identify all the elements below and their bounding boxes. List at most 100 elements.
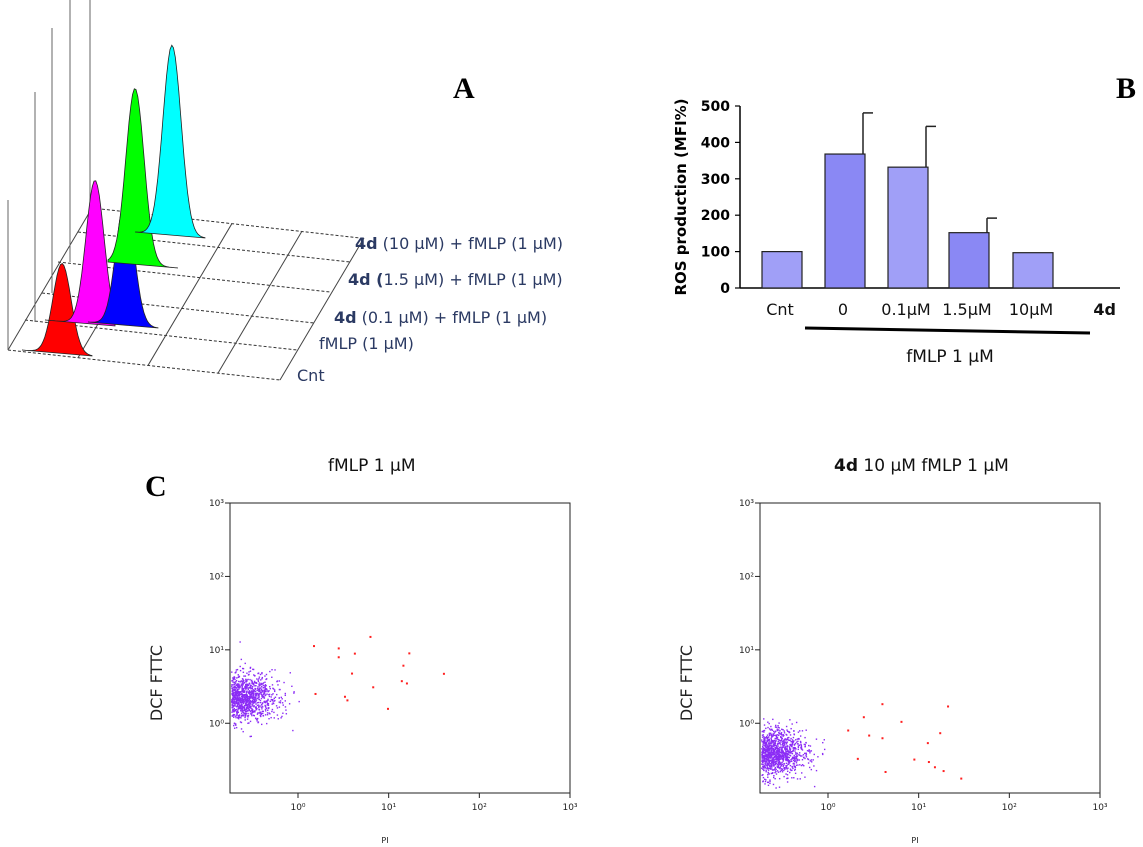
data-point [813,753,815,756]
data-point [780,765,782,767]
data-point [769,741,771,743]
data-point [276,680,278,683]
data-point [779,767,781,770]
data-point [777,758,780,761]
data-point [260,712,263,715]
data-point [262,696,265,698]
data-point [240,699,243,702]
data-point [238,704,240,707]
data-point [269,700,272,703]
data-point [260,682,262,685]
data-point [810,750,813,752]
data-point [258,689,261,692]
data-point [245,678,247,681]
data-point [761,745,764,748]
data-point [782,757,785,759]
data-point [264,681,266,683]
data-point [793,754,795,757]
data-point [249,703,251,705]
data-point [233,705,235,707]
data-point [787,737,789,739]
outlier-point [856,757,859,760]
compound-label: 4d [1093,300,1116,319]
data-point [240,712,243,714]
data-point [771,755,773,757]
data-point [771,769,774,771]
data-point [780,755,783,758]
data-point [769,753,772,755]
data-point [795,756,798,758]
data-point [269,713,271,715]
data-point [291,685,293,688]
data-point [774,743,776,745]
data-point [809,760,812,762]
data-point [233,713,236,716]
data-point [783,753,785,755]
data-point [773,761,775,763]
data-point [233,689,236,691]
data-point [798,737,800,740]
data-point [786,781,789,783]
data-point [253,675,256,677]
data-point [777,726,779,729]
data-point [243,693,246,696]
data-point [774,724,777,727]
data-point [239,641,241,643]
data-point [795,748,797,750]
data-point [778,764,780,766]
y-axis-label: DCF FTTC [147,645,166,721]
data-point [769,768,772,770]
data-point [251,701,253,703]
data-point [771,728,773,731]
data-point [795,721,798,724]
data-point [238,688,240,690]
data-point [240,721,243,724]
data-point [770,765,773,767]
data-point [244,675,247,677]
data-point [231,706,234,708]
data-point [251,709,254,711]
data-point [264,675,266,677]
data-point [790,759,792,761]
data-point [231,704,233,707]
data-point [765,779,767,781]
data-point [253,698,256,701]
data-point [257,704,260,706]
data-point [234,709,237,711]
data-point [243,712,245,714]
data-point [764,746,766,748]
data-point [781,750,784,752]
data-point [769,757,772,759]
data-point [761,757,763,759]
data-point [779,770,782,773]
data-point [242,689,245,691]
data-point [778,758,781,761]
x-tick-label: 10² [1002,803,1017,813]
scatter-plot-fmlp: 10⁰ 10⁰ 10¹ 10¹ 10² 10² 10³ 10³ PI DCF FTTC [147,499,578,845]
data-point [787,756,789,759]
data-point [765,741,767,744]
histogram-1 [44,180,116,327]
data-point [274,699,276,702]
data-point [779,766,782,768]
data-point [794,755,796,758]
data-point [761,759,764,762]
data-point [769,729,772,731]
data-point [235,671,237,673]
data-point [800,748,803,750]
data-point [800,743,802,746]
data-point [774,726,777,728]
legend-label-bold: 4d [355,234,378,253]
data-point [255,700,257,702]
data-point [234,672,237,674]
data-point [232,678,235,680]
data-point [793,760,796,763]
data-point [822,753,824,756]
data-point [762,757,764,759]
data-point [263,691,265,694]
data-point [779,763,781,766]
data-point [238,718,240,720]
x-tick-label: 10³ [1092,803,1107,813]
data-point [781,758,784,760]
data-point [764,783,766,785]
